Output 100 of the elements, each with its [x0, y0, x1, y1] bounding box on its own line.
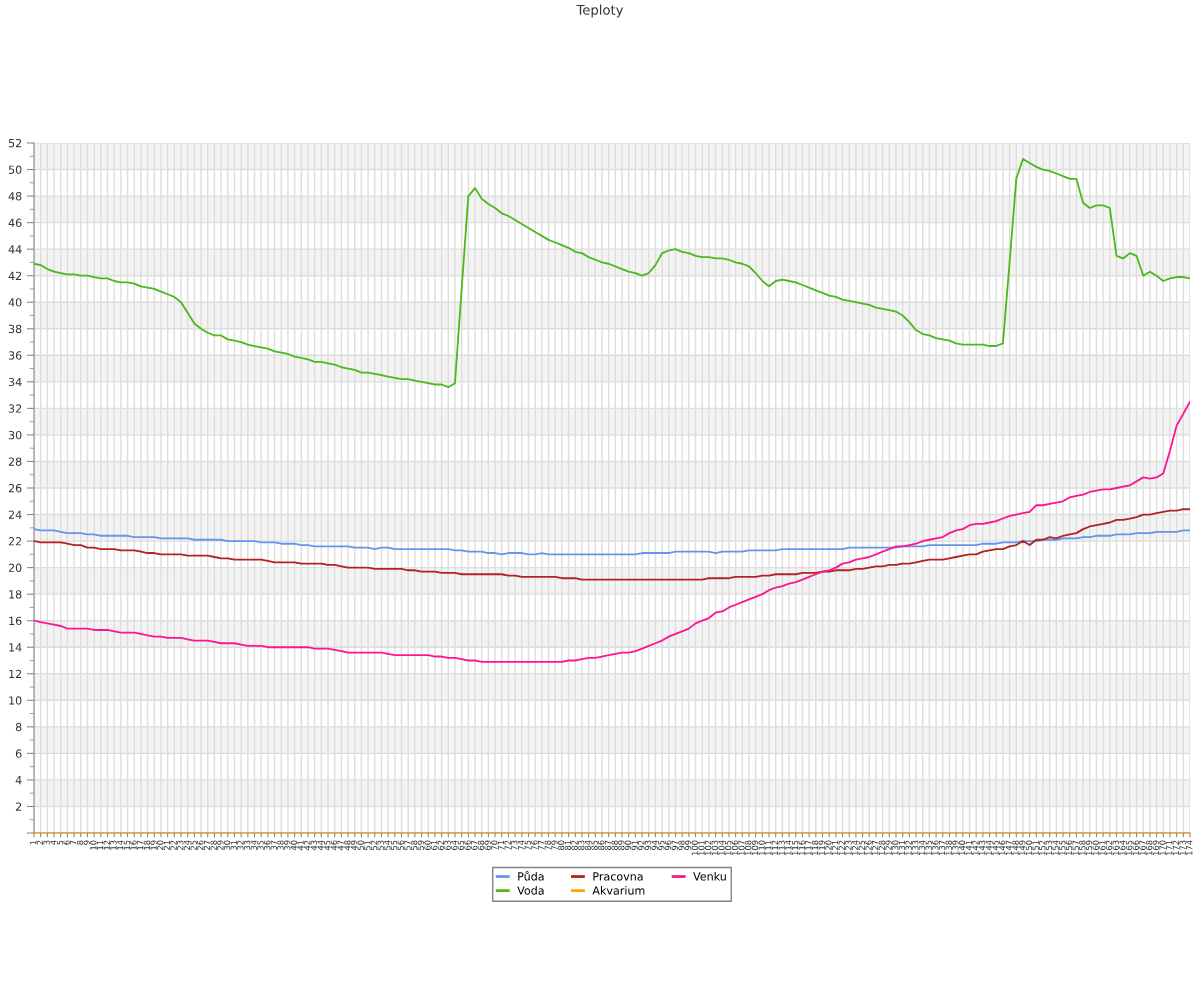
x-tick-label: 145	[992, 840, 999, 855]
x-tick-label: 61	[431, 840, 438, 850]
x-tick-label: 71	[497, 840, 505, 850]
x-tick-label: 134	[918, 840, 926, 855]
x-tick-label: 133	[912, 840, 919, 855]
x-tick-label: 65	[457, 840, 465, 850]
x-tick-label: 149	[1019, 840, 1026, 855]
x-tick-label: 39	[284, 840, 291, 850]
x-tick-label: 84	[584, 840, 592, 850]
x-tick-label: 137	[938, 840, 946, 855]
y-tick-label: 36	[8, 351, 22, 360]
x-tick-label: 13	[110, 840, 117, 850]
x-tick-label: 136	[932, 840, 939, 855]
x-tick-label: 102	[705, 840, 712, 855]
x-tick-label: 143	[978, 840, 986, 855]
y-tick-label: 6	[15, 749, 22, 758]
x-tick-label: 76	[531, 840, 538, 850]
x-tick-label: 36	[263, 840, 271, 850]
x-tick-label: 166	[1132, 840, 1139, 855]
x-tick-label: 59	[417, 840, 424, 850]
x-tick-label: 31	[230, 840, 237, 850]
x-tick-label: 82	[571, 840, 578, 850]
x-tick-label: 43	[310, 840, 318, 851]
x-tick-label: 163	[1112, 840, 1119, 855]
y-tick-label: 38	[8, 324, 22, 334]
x-tick-label: 25	[190, 840, 197, 850]
x-tick-label: 89	[618, 840, 625, 850]
x-tick-label: 19	[150, 840, 157, 850]
x-tick-label: 161	[1099, 840, 1106, 855]
x-tick-label: 46	[330, 840, 338, 851]
x-tick-label: 9	[83, 840, 90, 845]
x-tick-label: 160	[1092, 840, 1099, 855]
x-tick-label: 106	[731, 840, 739, 855]
x-tick-label: 50	[357, 840, 364, 850]
x-tick-label: 99	[684, 840, 692, 851]
x-tick-label: 41	[297, 840, 304, 851]
line-series	[34, 508, 1190, 581]
legend-label: Akvarium	[592, 886, 645, 895]
x-tick-label: 78	[544, 840, 551, 850]
x-tick-label: 141	[965, 840, 972, 855]
x-tick-label: 42	[304, 840, 311, 851]
x-tick-label: 144	[985, 840, 992, 855]
x-tick-label: 51	[364, 840, 371, 850]
x-tick-label: 157	[1072, 840, 1079, 855]
x-tick-label: 57	[404, 840, 411, 850]
x-tick-label: 70	[491, 840, 498, 850]
x-tick-label: 30	[223, 840, 231, 850]
x-tick-label: 135	[925, 840, 932, 855]
y-tick-label: 44	[8, 245, 22, 254]
x-tick-label: 12	[103, 840, 110, 850]
x-tick-label: 104	[718, 840, 725, 855]
legend-label: Venku	[693, 871, 726, 881]
y-tick-label: 12	[9, 669, 22, 678]
x-tick-label: 63	[444, 840, 451, 850]
x-tick-label: 52	[370, 840, 378, 850]
x-tick-label: 168	[1146, 840, 1153, 855]
x-tick-label: 53	[377, 840, 384, 850]
x-tick-label: 167	[1139, 840, 1146, 855]
y-tick-label: 40	[8, 298, 22, 307]
x-tick-label: 91	[631, 840, 638, 851]
x-tick-label: 6	[63, 840, 70, 845]
x-tick-label: 1	[30, 840, 37, 845]
x-tick-label: 83	[578, 840, 585, 850]
y-tick-label: 28	[8, 457, 22, 466]
x-tick-label: 165	[1125, 840, 1133, 855]
x-tick-label: 4	[50, 840, 57, 845]
x-tick-label: 156	[1065, 840, 1073, 855]
chart-title: Teploty	[576, 4, 624, 18]
x-tick-label: 85	[591, 840, 598, 850]
x-tick-label: 162	[1105, 840, 1113, 855]
x-tick-label: 93	[644, 840, 652, 851]
x-tick-label: 151	[1032, 840, 1039, 855]
x-tick-label: 127	[872, 840, 879, 855]
x-tick-label: 140	[958, 840, 966, 855]
x-tick-label: 154	[1052, 840, 1059, 855]
x-tick-label: 68	[477, 840, 485, 850]
x-tick-label: 10	[90, 840, 97, 850]
x-tick-label: 172	[1172, 840, 1179, 855]
x-tick-label: 120	[825, 840, 832, 855]
legend-label: Pracovna	[593, 872, 643, 881]
x-tick-label: 40	[290, 840, 298, 851]
x-tick-label: 87	[604, 840, 612, 850]
x-tick-label: 128	[878, 840, 886, 855]
x-tick-label: 113	[778, 840, 785, 855]
x-tick-label: 88	[611, 840, 618, 850]
x-tick-label: 125	[858, 840, 865, 855]
x-tick-label: 29	[217, 840, 224, 850]
x-tick-label: 108	[745, 840, 752, 855]
x-tick-label: 126	[865, 840, 872, 855]
x-tick-label: 72	[504, 840, 511, 850]
legend-label: Půda	[518, 871, 544, 881]
y-tick-label: 42	[8, 271, 22, 280]
x-tick-label: 77	[538, 840, 545, 850]
x-tick-label: 20	[157, 840, 164, 850]
y-tick-label: 48	[8, 192, 22, 201]
x-tick-label: 35	[257, 840, 264, 850]
x-tick-label: 5	[56, 840, 64, 845]
y-tick-label: 22	[8, 537, 22, 546]
y-tick-label: 10	[9, 696, 22, 705]
x-tick-label: 62	[437, 840, 445, 850]
